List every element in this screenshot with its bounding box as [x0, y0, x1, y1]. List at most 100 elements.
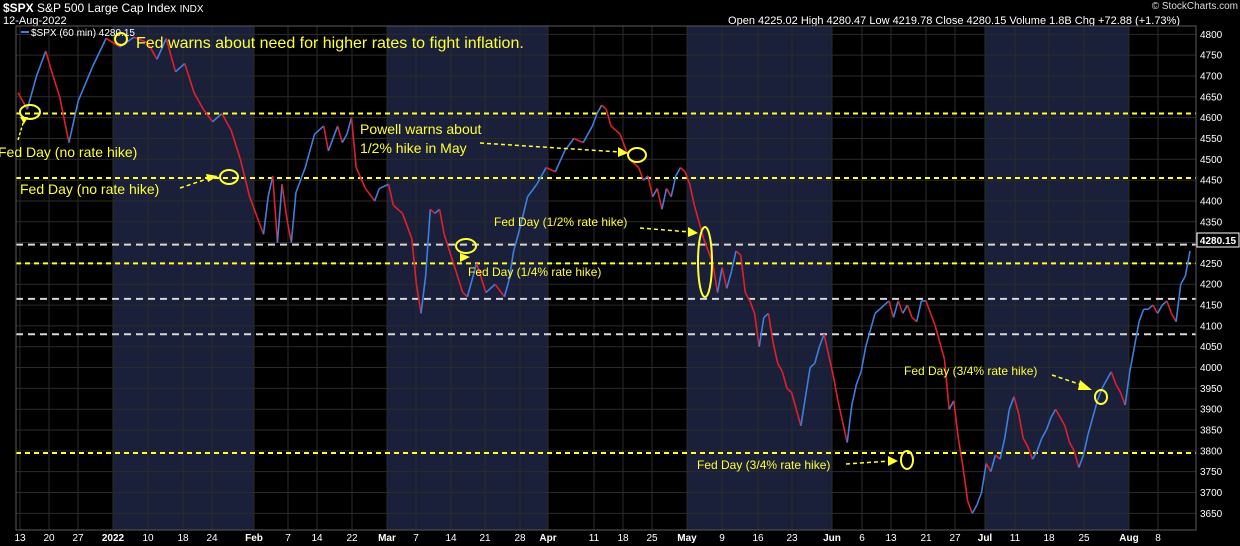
- price-segment: [679, 167, 686, 173]
- x-tick-label: 22: [346, 533, 358, 544]
- price-segment: [661, 188, 668, 210]
- x-tick-label: 14: [445, 533, 457, 544]
- x-tick-label: 14: [311, 533, 323, 544]
- symbol-text: $SPX: [3, 1, 34, 15]
- x-tick-label: 20: [43, 533, 55, 544]
- price-segment: [536, 167, 547, 185]
- price-segment: [1161, 300, 1168, 306]
- price-segment: [133, 36, 148, 44]
- price-segment: [786, 387, 793, 394]
- price-segment: [49, 67, 61, 98]
- price-segment: [601, 104, 607, 110]
- x-tick-label: Mar: [378, 533, 396, 544]
- price-segment: [1013, 396, 1020, 414]
- price-segment: [156, 38, 167, 60]
- price-segment: [841, 421, 848, 443]
- price-segment: [596, 104, 603, 114]
- price-segment: [763, 312, 769, 319]
- x-tick-label: 8: [1155, 533, 1161, 544]
- x-tick-label: 10: [142, 533, 154, 544]
- x-tick-label: 18: [617, 533, 629, 544]
- price-segment: [415, 284, 422, 314]
- y-tick-label: 4650: [1200, 92, 1223, 103]
- price-segment: [466, 263, 478, 297]
- y-tick-label: 4400: [1200, 196, 1223, 207]
- price-segment: [147, 42, 158, 60]
- price-segment: [1152, 304, 1159, 314]
- price-segment: [494, 283, 506, 298]
- price-segment: [772, 342, 779, 364]
- price-segment: [952, 400, 960, 439]
- price-segment: [1041, 429, 1048, 439]
- price-segment: [957, 438, 964, 468]
- price-segment: [462, 291, 468, 298]
- price-segment: [837, 400, 844, 422]
- price-segment: [1175, 284, 1182, 322]
- y-tick-label: 4600: [1200, 113, 1223, 124]
- price-segment: [475, 263, 487, 293]
- y-tick-label: 3850: [1200, 426, 1223, 437]
- price-segment: [420, 275, 427, 314]
- price-segment: [1087, 417, 1094, 435]
- price-segment: [346, 117, 353, 135]
- price-segment: [883, 300, 890, 306]
- price-segment: [434, 208, 441, 215]
- price-segment: [990, 454, 997, 472]
- price-segment: [1050, 408, 1057, 418]
- price-segment: [239, 159, 251, 197]
- price-segment: [610, 125, 621, 135]
- price-segment: [749, 300, 756, 314]
- price-segment: [193, 92, 204, 110]
- arrow-fed-day-34-jun: [845, 460, 891, 465]
- price-segment: [503, 279, 510, 297]
- x-tick-label: 18: [177, 533, 189, 544]
- arrowhead-fed-day-quarter: [460, 253, 470, 262]
- price-segment: [1003, 409, 1011, 439]
- price-segment: [879, 304, 885, 310]
- stockcharts-watermark: © StockCharts.com: [1151, 1, 1238, 12]
- price-segment: [387, 184, 395, 206]
- price-segment: [684, 171, 691, 185]
- plot-frame: [15, 25, 1197, 531]
- price-segment: [777, 362, 784, 373]
- price-segment: [1105, 371, 1112, 381]
- price-segment: [906, 304, 913, 318]
- price-segment: [508, 250, 515, 281]
- y-tick-label: 4500: [1200, 155, 1223, 166]
- price-segment: [721, 267, 728, 289]
- marker-fed-day-1: [19, 104, 41, 120]
- price-segment: [999, 438, 1006, 460]
- price-segment: [948, 400, 955, 410]
- price-segment: [429, 208, 436, 215]
- x-tick-label: 6: [859, 533, 865, 544]
- arrow-powell: [479, 142, 621, 153]
- x-tick-label: Feb: [245, 533, 263, 544]
- y-tick-label: 4450: [1200, 176, 1223, 187]
- price-segment: [1017, 413, 1025, 439]
- x-tick-label: 7: [413, 533, 419, 544]
- price-segment: [304, 134, 316, 168]
- annotations: Fed warns about need for higher rates to…: [0, 32, 1108, 472]
- price-segment: [744, 292, 751, 302]
- price-segment: [285, 217, 293, 243]
- price-segment: [392, 204, 404, 215]
- arrow-fed-day-half: [639, 227, 691, 233]
- price-segment: [271, 175, 279, 243]
- price-segment: [58, 96, 70, 143]
- x-tick-label: 13: [14, 533, 26, 544]
- price-segment: [846, 404, 853, 443]
- series-legend-label: $SPX (60 min) 4280.15: [31, 28, 135, 39]
- y-tick-label: 3700: [1200, 488, 1223, 499]
- price-segment: [1128, 346, 1136, 372]
- price-segment: [1078, 454, 1085, 468]
- price-segment: [295, 167, 306, 193]
- x-tick-label: 11: [1010, 533, 1021, 544]
- price-segment: [869, 313, 876, 331]
- price-segment: [165, 38, 177, 73]
- price-segment: [897, 300, 904, 314]
- x-tick-label: 21: [479, 533, 491, 544]
- y-tick-label: 4250: [1200, 259, 1223, 270]
- price-segment: [753, 313, 760, 347]
- price-segment: [795, 408, 802, 427]
